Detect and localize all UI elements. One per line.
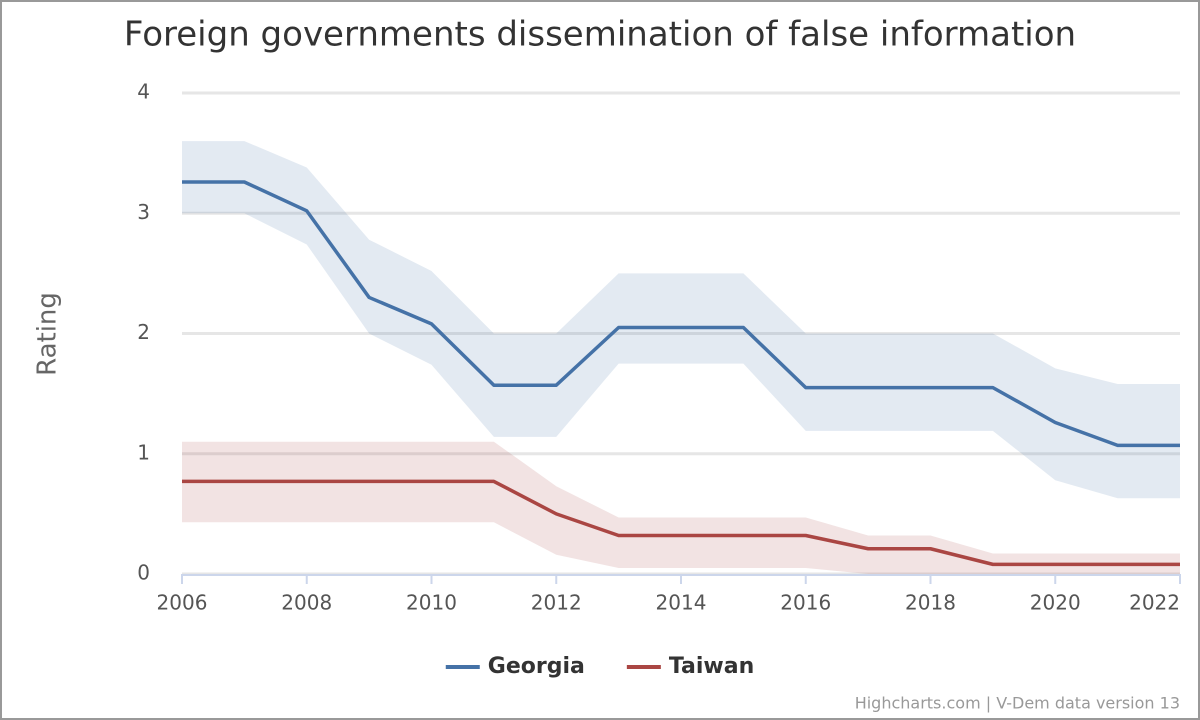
x-tick-label: 2012 — [531, 591, 582, 615]
legend-label: Georgia — [488, 654, 585, 679]
y-tick-label: 2 — [137, 320, 150, 344]
x-tick-label: 2008 — [281, 591, 332, 615]
y-tick-label: 4 — [137, 80, 150, 104]
confidence-band — [182, 141, 1180, 499]
y-tick-label: 0 — [137, 561, 150, 585]
x-tick-label: 2014 — [656, 591, 707, 615]
x-tick-label: 2022 — [1129, 591, 1180, 615]
y-axis-label: Rating — [33, 292, 63, 376]
series-line — [182, 479, 1180, 567]
x-tick-label: 2006 — [157, 591, 208, 615]
legend-label: Taiwan — [669, 654, 754, 679]
credits: Highcharts.com | V-Dem data version 13 — [855, 694, 1180, 713]
y-tick-label: 1 — [137, 440, 150, 464]
x-tick-label: 2020 — [1030, 591, 1081, 615]
legend-item[interactable]: Taiwan — [626, 654, 754, 679]
legend: Georgia Taiwan — [445, 654, 754, 679]
x-tick-label: 2016 — [780, 591, 831, 615]
x-tick-label: 2018 — [905, 591, 956, 615]
chart-title: Foreign governments dissemination of fal… — [124, 15, 1076, 55]
series-line — [182, 180, 1180, 448]
x-tick-label: 2010 — [406, 591, 457, 615]
legend-item[interactable]: Georgia — [445, 654, 585, 679]
y-tick-label: 3 — [137, 200, 150, 224]
confidence-band — [182, 441, 1180, 574]
